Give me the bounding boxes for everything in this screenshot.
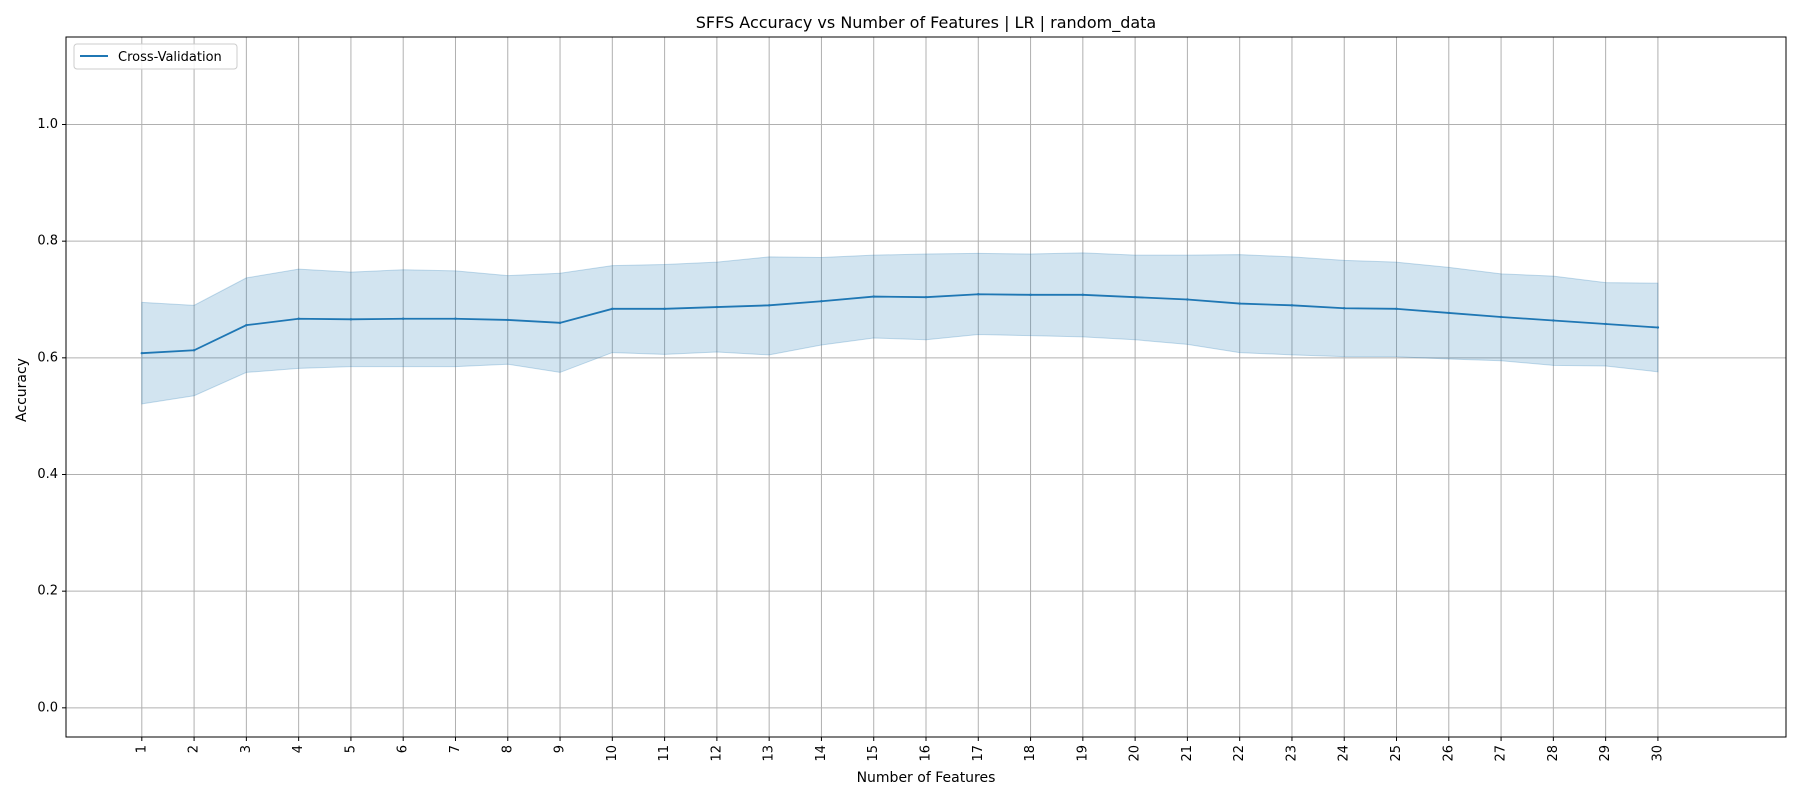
legend-box bbox=[73, 43, 238, 70]
data-point bbox=[767, 304, 771, 307]
x-tick-label: 25 bbox=[1389, 745, 1404, 762]
x-tick-label: 20 bbox=[1128, 745, 1143, 762]
data-point bbox=[245, 323, 248, 327]
data-point bbox=[820, 300, 823, 303]
cross-validation-line bbox=[141, 293, 1658, 355]
data-point bbox=[454, 317, 457, 320]
x-tick-label: 16 bbox=[919, 745, 934, 762]
data-point bbox=[1290, 304, 1294, 307]
data-point bbox=[558, 321, 562, 325]
line-layer bbox=[140, 293, 1660, 355]
x-tick-label: 23 bbox=[1284, 745, 1299, 762]
x-tick-label: 18 bbox=[1023, 745, 1038, 762]
x-tick-label: 11 bbox=[657, 745, 672, 762]
data-point bbox=[1186, 298, 1189, 301]
x-tick-label: 28 bbox=[1546, 745, 1561, 762]
legend: Cross-Validation bbox=[73, 43, 238, 70]
y-tick-label: 1.0 bbox=[37, 117, 58, 132]
data-point bbox=[715, 305, 719, 309]
x-tick-label: 2 bbox=[187, 745, 202, 753]
band-layer bbox=[141, 252, 1659, 405]
data-point bbox=[1238, 302, 1241, 305]
x-tick-label: 15 bbox=[866, 745, 881, 762]
data-point bbox=[1081, 293, 1085, 297]
data-point bbox=[1395, 307, 1398, 311]
confidence-band bbox=[141, 252, 1659, 405]
y-tick-label: 0.2 bbox=[37, 584, 58, 599]
x-tick-label: 27 bbox=[1494, 745, 1509, 762]
data-point bbox=[611, 307, 614, 311]
grid-layer bbox=[66, 37, 1786, 737]
data-point bbox=[1499, 315, 1503, 319]
x-tick-label: 17 bbox=[971, 745, 986, 762]
y-tick-label: 0.8 bbox=[37, 234, 58, 249]
plot-frame bbox=[65, 36, 1787, 738]
data-point bbox=[1029, 293, 1032, 297]
data-point bbox=[140, 351, 144, 355]
x-axis-label: Number of Features bbox=[857, 770, 996, 786]
x-tick-label: 9 bbox=[553, 745, 568, 753]
x-tick-label: 5 bbox=[343, 745, 358, 753]
data-point bbox=[1133, 295, 1137, 299]
data-point bbox=[349, 318, 353, 321]
x-tick-label: 24 bbox=[1337, 745, 1352, 762]
data-point bbox=[402, 317, 405, 320]
chart-title: SFFS Accuracy vs Number of Features | LR… bbox=[696, 13, 1156, 33]
y-tick-label: 0.0 bbox=[37, 700, 58, 715]
x-tick-label: 29 bbox=[1598, 745, 1613, 762]
y-tick-label: 0.4 bbox=[37, 467, 58, 482]
data-point bbox=[297, 317, 300, 320]
x-tick-label: 26 bbox=[1441, 745, 1456, 762]
x-tick-label: 1 bbox=[134, 745, 149, 753]
x-tick-label: 8 bbox=[500, 745, 515, 753]
y-tick-label: 0.6 bbox=[37, 350, 58, 365]
data-point bbox=[1343, 307, 1346, 310]
x-tick-label: 7 bbox=[448, 745, 463, 753]
x-tick-label: 6 bbox=[396, 745, 411, 753]
x-tick-label: 10 bbox=[605, 745, 620, 762]
data-point bbox=[506, 318, 509, 322]
data-point bbox=[192, 349, 196, 352]
data-point bbox=[1552, 319, 1555, 322]
x-tick-label: 19 bbox=[1075, 745, 1090, 762]
x-tick-label: 4 bbox=[291, 745, 306, 753]
x-tick-label: 30 bbox=[1650, 745, 1665, 762]
data-point bbox=[663, 307, 666, 311]
data-point bbox=[1447, 311, 1450, 315]
x-tick-label: 13 bbox=[762, 745, 777, 762]
legend-label: Cross-Validation bbox=[118, 50, 222, 65]
data-point bbox=[1604, 322, 1607, 326]
tick-layer: 1 2 3 4 5 6 7 8 9 10 11 12 13 14 15 16 17 18 19 20 21 22 23 24 2… bbox=[37, 117, 1665, 762]
x-tick-label: 21 bbox=[1180, 745, 1195, 762]
data-point bbox=[977, 293, 980, 296]
data-point bbox=[924, 295, 928, 299]
x-tick-label: 12 bbox=[709, 745, 724, 762]
x-tick-label: 14 bbox=[814, 745, 829, 762]
data-point bbox=[1656, 326, 1660, 329]
y-axis-label: Accuracy bbox=[14, 358, 30, 422]
x-tick-label: 22 bbox=[1232, 745, 1247, 762]
x-tick-label: 3 bbox=[239, 745, 254, 753]
data-point bbox=[872, 295, 875, 298]
